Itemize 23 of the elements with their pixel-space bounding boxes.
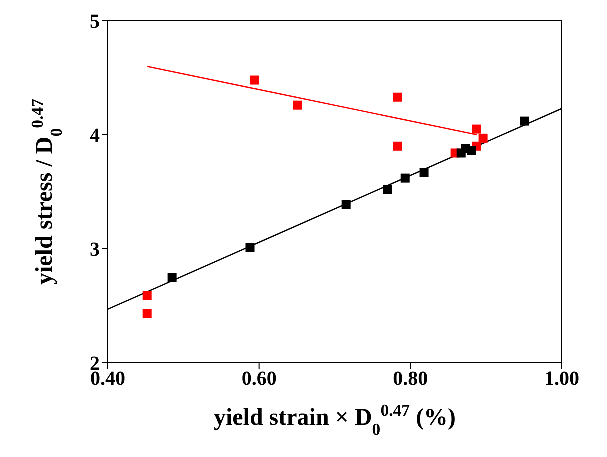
y-tick-label: 4 — [90, 125, 100, 148]
point — [246, 243, 255, 252]
point — [472, 124, 481, 134]
x-tick-label: 1.00 — [544, 368, 580, 390]
point — [168, 273, 177, 282]
point — [250, 76, 260, 85]
x-tick-label: 0.60 — [242, 368, 277, 390]
point — [520, 116, 530, 126]
point — [293, 100, 302, 110]
point — [393, 142, 402, 151]
y-tick-label: 5 — [90, 11, 100, 34]
y-tick-label: 3 — [90, 239, 100, 262]
point — [383, 185, 392, 194]
point — [478, 134, 488, 143]
point — [142, 309, 152, 318]
point — [400, 174, 410, 183]
point — [142, 291, 152, 300]
point — [420, 168, 429, 178]
x-axis-title: yield strain × D$_{0}$$^{0.47}$ (%) — [214, 400, 456, 438]
point — [467, 146, 476, 156]
x-tick-label: 0.80 — [393, 368, 428, 390]
point — [342, 200, 351, 210]
point — [393, 92, 402, 102]
